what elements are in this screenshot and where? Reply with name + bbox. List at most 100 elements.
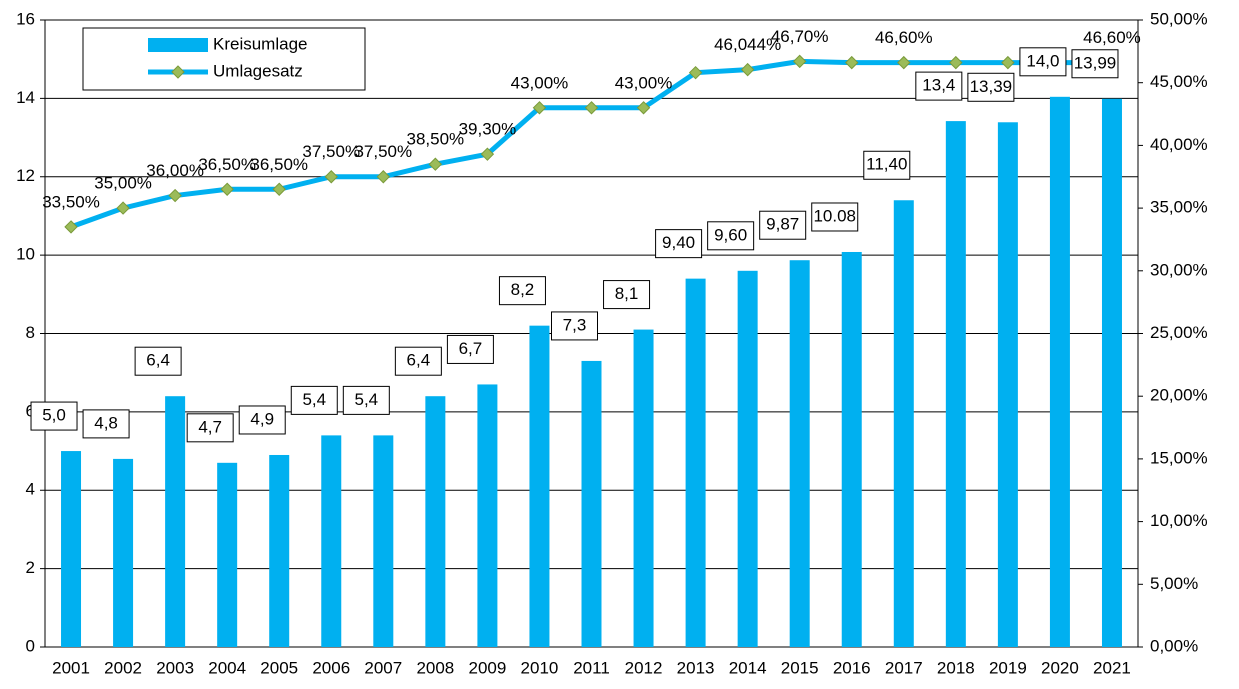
line-marker bbox=[376, 170, 391, 184]
x-tick-label: 2018 bbox=[937, 658, 975, 677]
legend-swatch bbox=[148, 38, 208, 52]
y2-tick-label: 10,00% bbox=[1150, 511, 1208, 530]
x-tick-label: 2020 bbox=[1041, 658, 1079, 677]
y2-tick-label: 25,00% bbox=[1150, 323, 1208, 342]
y2-tick-label: 45,00% bbox=[1150, 72, 1208, 91]
line-marker bbox=[116, 201, 130, 215]
line-marker bbox=[480, 147, 495, 161]
y-tick-label: 12 bbox=[16, 166, 35, 185]
data-label: 6,4 bbox=[146, 351, 170, 370]
line-marker bbox=[740, 62, 755, 77]
line-marker bbox=[792, 54, 807, 69]
y2-tick-label: 15,00% bbox=[1150, 448, 1208, 467]
x-tick-label: 2008 bbox=[416, 658, 454, 677]
data-label-box bbox=[30, 401, 78, 431]
legend-label: Kreisumlage bbox=[213, 34, 308, 53]
data-label-box bbox=[707, 221, 755, 251]
x-tick-label: 2004 bbox=[208, 658, 246, 677]
bar bbox=[61, 451, 82, 647]
y-tick-label: 6 bbox=[26, 401, 35, 420]
y-tick-label: 0 bbox=[26, 636, 35, 655]
x-tick-label: 2007 bbox=[364, 658, 402, 677]
data-label: 36,00% bbox=[146, 161, 204, 180]
data-label: 8,1 bbox=[615, 284, 639, 303]
x-tick-label: 2017 bbox=[885, 658, 923, 677]
data-label-box bbox=[238, 405, 286, 435]
y2-tick-label: 30,00% bbox=[1150, 260, 1208, 279]
data-label: 13,39 bbox=[970, 77, 1013, 96]
y2-tick-label: 20,00% bbox=[1150, 386, 1208, 405]
bar bbox=[1101, 98, 1122, 648]
x-tick-label: 2002 bbox=[104, 658, 142, 677]
bar bbox=[165, 396, 186, 647]
data-label-box bbox=[342, 385, 390, 415]
bar bbox=[113, 458, 134, 647]
data-label-box bbox=[134, 346, 182, 376]
data-label: 4,8 bbox=[94, 413, 118, 432]
data-label-box bbox=[915, 71, 963, 101]
line-marker bbox=[636, 101, 651, 115]
data-label: 46,60% bbox=[1083, 28, 1141, 47]
bar bbox=[1049, 96, 1070, 648]
data-label-box bbox=[446, 334, 494, 364]
x-tick-label: 2011 bbox=[573, 658, 610, 677]
x-tick-label: 2019 bbox=[989, 658, 1027, 677]
data-label-box bbox=[551, 311, 598, 341]
data-label-box bbox=[290, 385, 338, 415]
x-tick-label: 2005 bbox=[260, 658, 298, 677]
data-label: 4,9 bbox=[250, 409, 274, 428]
line-marker bbox=[428, 157, 443, 171]
data-label-box bbox=[394, 346, 442, 376]
bar bbox=[425, 396, 446, 647]
data-label: 9,40 bbox=[662, 233, 695, 252]
data-label-box bbox=[603, 280, 651, 310]
y2-tick-label: 5,00% bbox=[1150, 574, 1198, 593]
data-label: 4,7 bbox=[198, 417, 222, 436]
data-label-box bbox=[1071, 49, 1119, 79]
y2-tick-label: 40,00% bbox=[1150, 135, 1208, 154]
data-label: 5,4 bbox=[354, 390, 378, 409]
data-label: 46,60% bbox=[875, 28, 933, 47]
legend-box bbox=[82, 27, 366, 91]
y2-tick-label: 35,00% bbox=[1150, 198, 1208, 217]
data-label: 8,2 bbox=[511, 280, 535, 299]
x-tick-label: 2006 bbox=[312, 658, 350, 677]
x-tick-label: 2012 bbox=[625, 658, 663, 677]
y-tick-label: 4 bbox=[26, 480, 35, 499]
line-marker bbox=[532, 101, 547, 115]
data-label: 43,00% bbox=[511, 73, 569, 92]
data-label: 11,40 bbox=[866, 155, 907, 174]
data-label: 13,4 bbox=[922, 76, 955, 95]
data-label: 33,50% bbox=[42, 192, 100, 211]
data-label-box bbox=[863, 150, 911, 180]
line-marker bbox=[688, 65, 703, 80]
data-label-box bbox=[655, 229, 703, 259]
data-label: 35,00% bbox=[94, 174, 152, 193]
data-label: 36,50% bbox=[198, 155, 256, 174]
data-label: 46,70% bbox=[771, 27, 829, 46]
data-label-box bbox=[811, 202, 859, 232]
bar bbox=[841, 251, 862, 648]
data-label: 36,50% bbox=[250, 155, 308, 174]
x-tick-label: 2013 bbox=[677, 658, 715, 677]
y-tick-label: 10 bbox=[16, 245, 35, 264]
bar bbox=[581, 360, 602, 647]
bar bbox=[945, 121, 966, 647]
bar bbox=[321, 435, 342, 647]
data-label: 7,3 bbox=[563, 315, 587, 334]
bar bbox=[217, 462, 238, 647]
line-marker bbox=[272, 182, 286, 196]
data-label-box bbox=[1019, 47, 1067, 77]
y2-tick-label: 50,00% bbox=[1150, 9, 1208, 28]
line-marker bbox=[1001, 55, 1015, 70]
y-tick-label: 16 bbox=[16, 9, 35, 28]
line-marker bbox=[949, 55, 963, 70]
x-tick-label: 2010 bbox=[521, 658, 559, 677]
data-label: 14,0 bbox=[1026, 51, 1059, 70]
line-marker bbox=[897, 55, 911, 70]
data-label: 46,044% bbox=[714, 35, 781, 54]
bar bbox=[373, 435, 394, 647]
line-marker bbox=[220, 182, 234, 196]
y-tick-label: 8 bbox=[26, 323, 35, 342]
